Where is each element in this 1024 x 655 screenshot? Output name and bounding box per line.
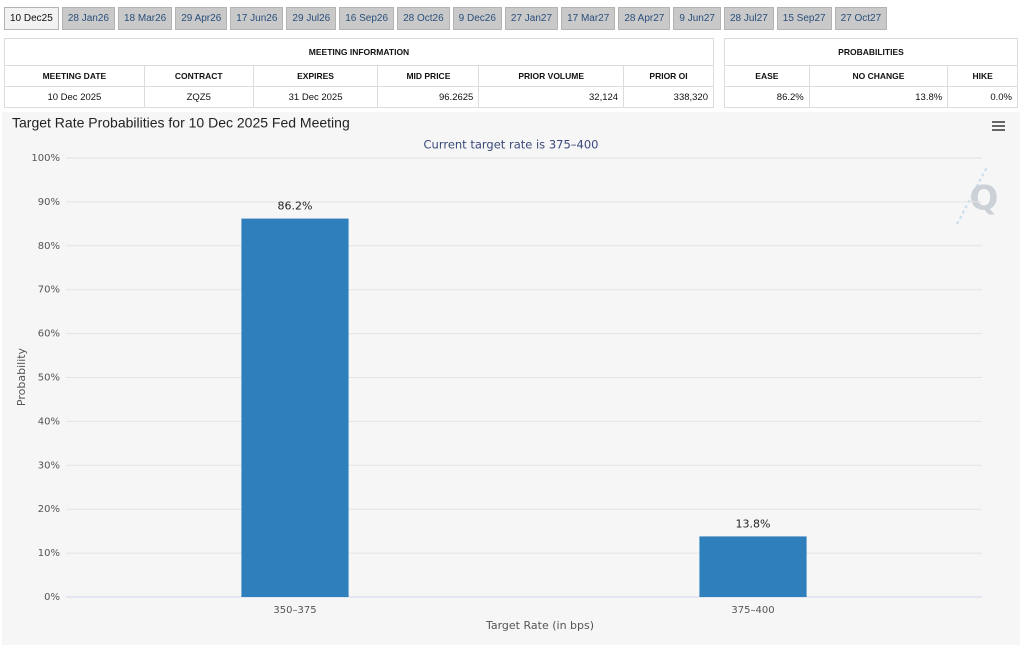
- column-header: MEETING DATE: [4, 65, 145, 87]
- tab[interactable]: 9 Jun27: [673, 7, 721, 30]
- tab[interactable]: 28 Apr27: [618, 7, 671, 30]
- data-label: 13.8%: [736, 517, 771, 530]
- y-axis-label: Probability: [15, 347, 28, 406]
- tab[interactable]: 9 Dec26: [452, 7, 502, 30]
- chart-subtitle: Current target rate is 375–400: [424, 138, 599, 152]
- table-title: MEETING INFORMATION: [4, 38, 714, 66]
- title-row: PROBABILITIES: [724, 38, 1018, 66]
- cell: 86.2%: [724, 86, 810, 108]
- table-title: PROBABILITIES: [724, 38, 1018, 66]
- cell: 338,320: [623, 86, 714, 108]
- logo-letter: Q: [970, 179, 999, 219]
- y-tick-label: 70%: [38, 285, 60, 296]
- data-row: 10 Dec 2025 ZQZ5 31 Dec 2025 96.2625 32,124 3…: [4, 86, 714, 108]
- tab[interactable]: 18 Mar26: [117, 7, 173, 30]
- column-header: PRIOR OI: [623, 65, 714, 87]
- cell: 10 Dec 2025: [4, 86, 145, 108]
- tab[interactable]: 27 Jan27: [504, 7, 559, 30]
- tab[interactable]: 17 Jun26: [230, 7, 284, 30]
- tab[interactable]: 10 Dec25: [4, 7, 59, 30]
- y-tick-label: 20%: [38, 504, 60, 515]
- menu-button[interactable]: [986, 118, 1010, 136]
- column-header: MID PRICE: [377, 65, 480, 87]
- y-tick-label: 60%: [38, 329, 60, 340]
- tab[interactable]: 29 Apr26: [175, 7, 228, 30]
- column-header: HIKE: [947, 65, 1018, 87]
- y-tick-label: 80%: [38, 241, 60, 252]
- logo: Q: [956, 166, 999, 225]
- y-tick-label: 100%: [31, 153, 60, 164]
- column-header: CONTRACT: [143, 65, 254, 87]
- x-axis-label: Target Rate (in bps): [485, 619, 594, 632]
- x-tick-label: 375–400: [731, 605, 774, 616]
- chart: Target Rate Probabilities for 10 Dec 202…: [2, 112, 1020, 645]
- column-header: EXPIRES: [252, 65, 379, 87]
- cell: 31 Dec 2025: [252, 86, 379, 108]
- bar: [699, 536, 807, 597]
- y-tick-label: 10%: [38, 548, 60, 559]
- cell: 0.0%: [947, 86, 1018, 108]
- tab[interactable]: 27 Oct27: [834, 7, 888, 30]
- y-tick-label: 40%: [38, 416, 60, 427]
- tab[interactable]: 16 Sep26: [339, 7, 395, 30]
- chart-background: [2, 112, 1020, 645]
- tab[interactable]: 15 Sep27: [776, 7, 832, 30]
- tab-bar: 10 Dec25 28 Jan26 18 Mar26 29 Apr26 17 Jun26…: [4, 7, 888, 30]
- x-tick-label: 350–375: [273, 605, 316, 616]
- chart-title: Target Rate Probabilities for 10 Dec 202…: [12, 115, 350, 131]
- cell: 96.2625: [377, 86, 480, 108]
- cell: 13.8%: [808, 86, 949, 108]
- tab[interactable]: 29 Jul26: [286, 7, 337, 30]
- column-header: EASE: [724, 65, 810, 87]
- data-label: 86.2%: [278, 200, 313, 213]
- data-row: 86.2% 13.8% 0.0%: [724, 86, 1018, 108]
- y-tick-label: 50%: [38, 373, 60, 384]
- y-tick-label: 90%: [38, 197, 60, 208]
- tab[interactable]: 17 Mar27: [561, 7, 616, 30]
- header-row: MEETING DATE CONTRACT EXPIRES MID PRICE PRIO…: [4, 65, 714, 87]
- bar: [241, 218, 349, 597]
- tab[interactable]: 28 Jan26: [61, 7, 115, 30]
- column-header: NO CHANGE: [808, 65, 949, 87]
- probabilities-table: PROBABILITIES EASE NO CHANGE HIKE 86.2% 13.8%…: [724, 38, 1018, 108]
- title-row: MEETING INFORMATION: [4, 38, 714, 66]
- tab[interactable]: 28 Oct26: [397, 7, 450, 30]
- y-tick-label: 0%: [44, 592, 60, 603]
- tab[interactable]: 28 Jul27: [723, 7, 774, 30]
- logo-stroke: [956, 166, 988, 225]
- meeting-info-table: MEETING INFORMATION MEETING DATE CONTRACT E…: [4, 38, 714, 108]
- column-header: PRIOR VOLUME: [478, 65, 625, 87]
- header-row: EASE NO CHANGE HIKE: [724, 65, 1018, 87]
- y-tick-label: 30%: [38, 460, 60, 471]
- cell: 32,124: [478, 86, 625, 108]
- cell: ZQZ5: [143, 86, 254, 108]
